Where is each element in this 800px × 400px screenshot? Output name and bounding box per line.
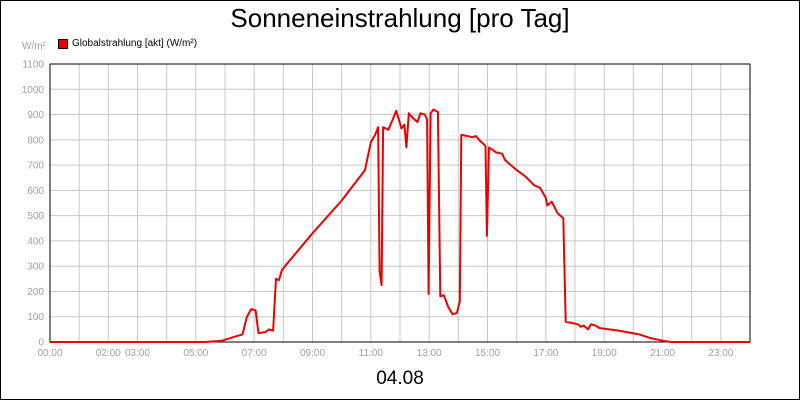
series-line-globalstrahlung	[50, 108, 750, 343]
x-tick-label: 15:00	[475, 348, 500, 359]
x-axis-date-label: 04.08	[376, 368, 424, 389]
y-tick-label: 200	[27, 287, 44, 298]
x-tick-label: 07:00	[242, 348, 267, 359]
x-tick-label: 17:00	[533, 348, 558, 359]
x-tick-label: 11:00	[359, 348, 384, 359]
y-axis-unit-label: W/m²	[22, 41, 46, 52]
plot-area-border	[49, 63, 751, 343]
y-tick-label: 1000	[22, 85, 45, 96]
x-tick-label: 00:00	[37, 348, 62, 359]
y-tick-label: 1100	[22, 60, 44, 71]
grid	[49, 63, 751, 343]
y-tick-label: 500	[27, 211, 44, 222]
x-tick-label: 21:00	[650, 348, 675, 359]
x-tick-label: 09:00	[300, 348, 325, 359]
y-axis: 0 100 200 300 400 500 600 700 800 900 1000 1100	[22, 60, 45, 349]
chart-title: Sonneneinstrahlung [pro Tag]	[230, 3, 570, 33]
y-tick-label: 600	[27, 186, 44, 197]
x-tick-label: 13:00	[417, 348, 442, 359]
legend: Globalstrahlung [akt] (W/m²)	[58, 38, 197, 49]
y-tick-label: 400	[27, 236, 44, 247]
x-tick-label: 23:00	[708, 348, 733, 359]
y-tick-label: 900	[27, 110, 44, 121]
y-tick-label: 800	[27, 135, 44, 146]
x-tick-label: 05:00	[183, 348, 208, 359]
x-tick-label: 19:00	[592, 348, 617, 359]
x-axis: 00:00 02:00 03:00 05:00 07:00 09:00 11:00 13:00…	[37, 348, 733, 359]
y-tick-label: 100	[27, 312, 44, 323]
legend-swatch	[58, 38, 68, 49]
y-tick-label: 300	[27, 262, 44, 273]
x-tick-label: 03:00	[125, 348, 150, 359]
y-tick-label: 0	[38, 338, 44, 349]
x-tick-label: 02:00	[96, 348, 121, 359]
y-tick-label: 700	[27, 161, 44, 172]
legend-label: Globalstrahlung [akt] (W/m²)	[72, 38, 198, 49]
